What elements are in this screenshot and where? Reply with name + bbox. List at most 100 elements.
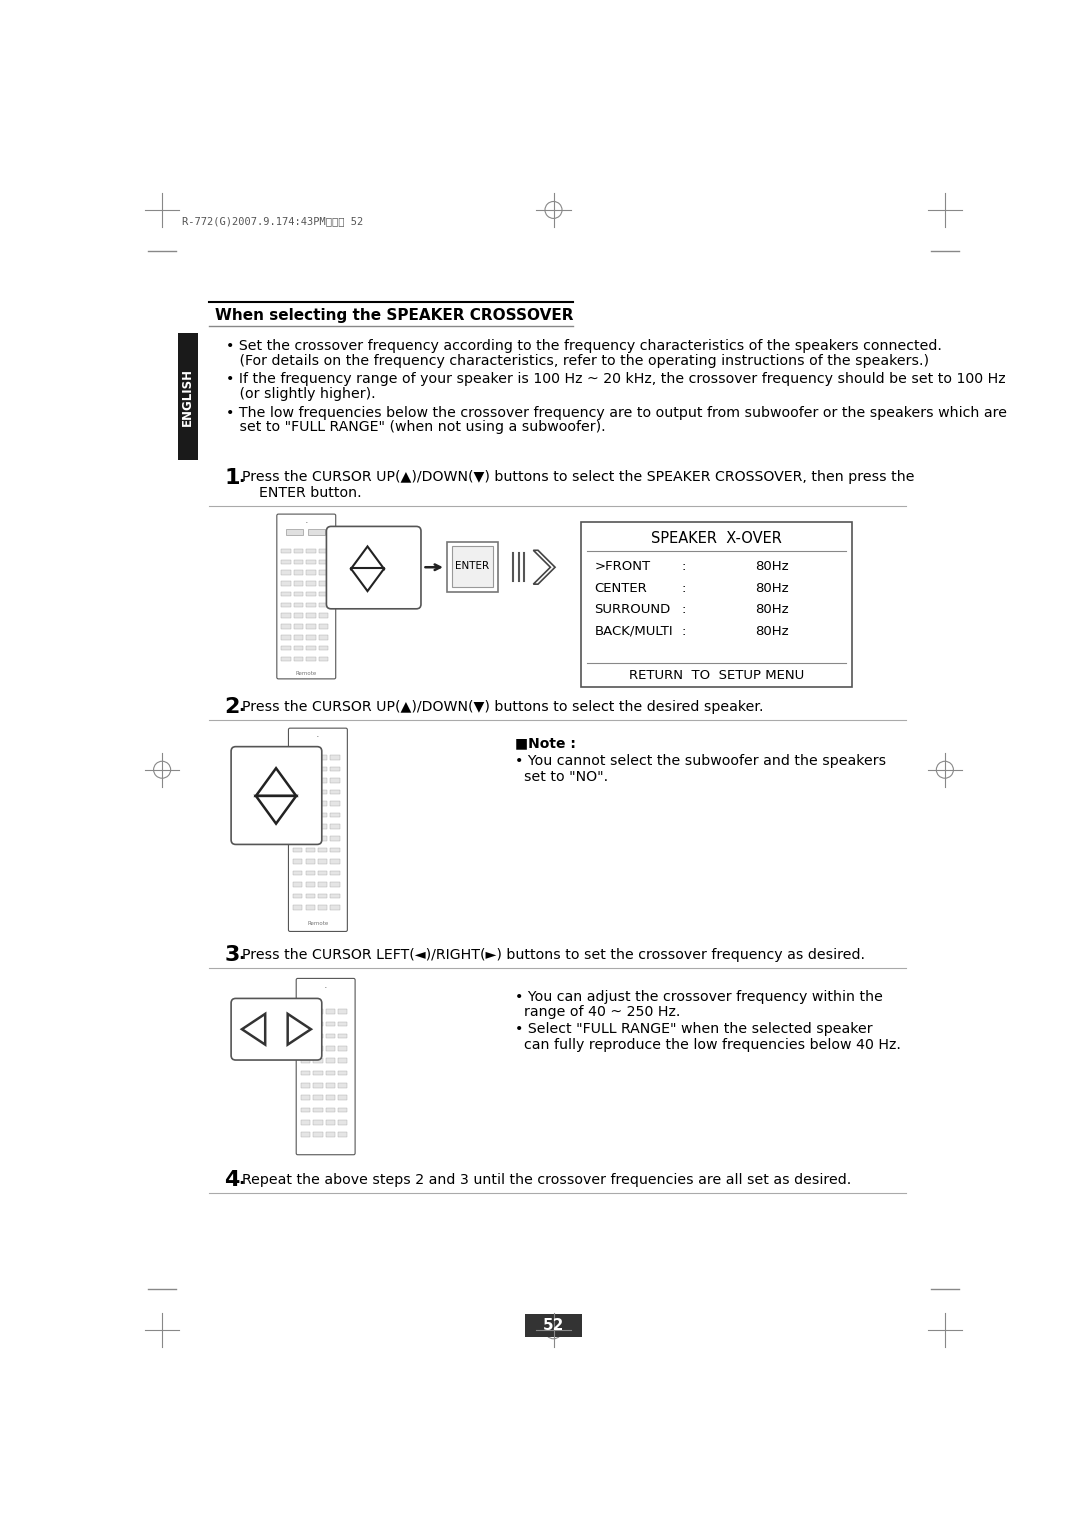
Bar [306,813,314,817]
Bar [282,634,291,639]
Bar [318,778,327,782]
Bar [307,624,315,628]
Bar [306,825,314,830]
Text: • You can adjust the crossover frequency within the: • You can adjust the crossover frequency… [515,990,882,1003]
FancyBboxPatch shape [276,514,336,679]
Bar [318,801,327,805]
Bar [293,755,302,759]
Bar [330,881,339,886]
Bar [319,592,328,596]
Bar [326,1058,335,1063]
Bar [330,906,339,910]
Bar [307,592,315,596]
Bar [330,801,339,805]
Text: ■Note :: ■Note : [515,737,576,750]
Text: BACK/MULTI: BACK/MULTI [595,625,673,637]
Polygon shape [534,551,555,584]
Bar [301,1058,310,1063]
Bar [318,848,327,852]
Text: • Select "FULL RANGE" when the selected speaker: • Select "FULL RANGE" when the selected … [515,1022,873,1037]
Text: (or slightly higher).: (or slightly higher). [227,387,376,401]
Bar [293,801,302,805]
Text: When selecting the SPEAKER CROSSOVER: When selecting the SPEAKER CROSSOVER [215,308,573,323]
FancyBboxPatch shape [231,999,322,1060]
Bar [301,1083,310,1087]
Text: (For details on the frequency characteristics, refer to the operating instructio: (For details on the frequency characteri… [227,354,930,368]
Bar [282,624,291,628]
Bar [318,881,327,886]
Bar [313,1071,323,1075]
Bar [318,836,327,840]
Bar [338,1071,348,1075]
Bar [313,1083,323,1087]
Bar [451,546,494,587]
FancyBboxPatch shape [447,541,498,592]
FancyBboxPatch shape [231,747,322,845]
Bar [330,836,339,840]
Bar [306,859,314,863]
Text: ·: · [305,518,308,528]
Bar [313,1107,323,1112]
FancyBboxPatch shape [326,526,421,608]
Bar [338,1034,348,1039]
Text: .: . [238,946,244,964]
Bar [293,881,302,886]
Bar [581,522,852,688]
Bar [306,778,314,782]
Bar [330,813,339,817]
Text: .: . [238,468,244,486]
Bar [293,848,302,852]
Text: :: : [681,560,686,573]
Bar [330,848,339,852]
Text: set to "FULL RANGE" (when not using a subwoofer).: set to "FULL RANGE" (when not using a su… [227,421,606,435]
Text: SURROUND: SURROUND [595,602,671,616]
Bar [319,613,328,618]
Bar [294,645,303,650]
Bar [307,613,315,618]
Bar [313,1034,323,1039]
Bar [282,613,291,618]
Bar [326,1034,335,1039]
Bar [282,570,291,575]
Bar [326,1107,335,1112]
FancyBboxPatch shape [296,979,355,1154]
Text: ENTER button.: ENTER button. [259,485,362,500]
Text: SPEAKER  X-OVER: SPEAKER X-OVER [651,531,782,546]
Bar [306,790,314,795]
Bar [313,1133,323,1138]
Bar [306,755,314,759]
FancyBboxPatch shape [288,727,348,932]
Bar [282,645,291,650]
Text: 3: 3 [225,946,240,965]
Polygon shape [287,1014,311,1045]
Bar [301,1046,310,1051]
Bar [307,657,315,662]
Text: Remote: Remote [296,671,316,676]
Text: • If the frequency range of your speaker is 100 Hz ~ 20 kHz, the crossover frequ: • If the frequency range of your speaker… [227,372,1007,386]
Bar [338,1022,348,1026]
Text: Press the CURSOR LEFT(◄)/RIGHT(►) buttons to set the crossover frequency as desi: Press the CURSOR LEFT(◄)/RIGHT(►) button… [242,949,865,962]
Text: 2: 2 [225,697,240,717]
Bar [525,1315,582,1337]
Text: 1: 1 [225,468,240,488]
Bar [313,1022,323,1026]
Bar [326,1022,335,1026]
Bar [319,645,328,650]
Text: Press the CURSOR UP(▲)/DOWN(▼) buttons to select the desired speaker.: Press the CURSOR UP(▲)/DOWN(▼) buttons t… [242,700,764,714]
Bar [318,894,327,898]
Text: 80Hz: 80Hz [755,560,788,573]
Bar [319,570,328,575]
Bar [307,560,315,564]
Bar [293,894,302,898]
Bar [306,848,314,852]
Bar [177,332,198,461]
Bar [319,624,328,628]
Bar [338,1119,348,1125]
Text: R-772(G)2007.9.174:43PM페이지 52: R-772(G)2007.9.174:43PM페이지 52 [181,217,363,227]
Text: Press the CURSOR UP(▲)/DOWN(▼) buttons to select the SPEAKER CROSSOVER, then pre: Press the CURSOR UP(▲)/DOWN(▼) buttons t… [242,470,915,485]
Bar [330,825,339,830]
Bar [319,581,328,586]
Text: 80Hz: 80Hz [755,625,788,637]
Bar [294,602,303,607]
Bar [293,859,302,863]
